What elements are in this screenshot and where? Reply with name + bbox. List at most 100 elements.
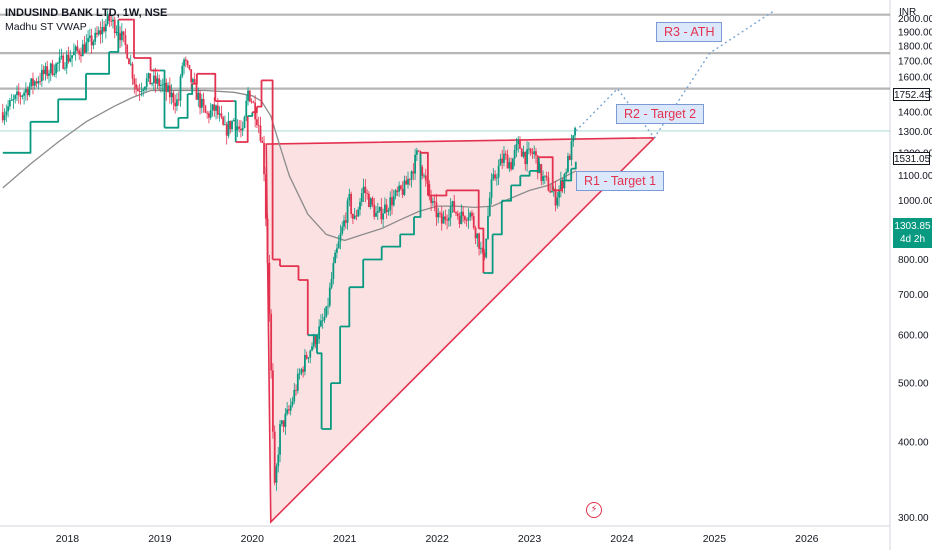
candle-body-61 <box>110 20 113 22</box>
candle-body-206 <box>367 193 370 208</box>
candle-body-30 <box>55 63 57 74</box>
supertrend-segment-43 <box>483 234 494 274</box>
supertrend-segment-3 <box>58 73 87 101</box>
candle-body-193 <box>344 220 347 223</box>
candle-body-241 <box>430 194 433 203</box>
candle-body-113 <box>202 98 205 106</box>
candle-body-196 <box>350 193 353 214</box>
candle-body-289 <box>515 144 518 151</box>
candle-body-200 <box>357 209 360 217</box>
candle-body-126 <box>225 124 228 136</box>
candle-body-6 <box>12 98 15 101</box>
candle-body-186 <box>332 263 335 279</box>
candle-body-156 <box>279 424 281 455</box>
supertrend-segment-41 <box>474 189 480 229</box>
supertrend-segment-19 <box>235 116 249 143</box>
candle-body-207 <box>369 198 372 208</box>
candle-body-49 <box>88 35 91 38</box>
candle-body-70 <box>126 45 129 59</box>
candle-body-119 <box>213 104 216 111</box>
candle-body-94 <box>168 85 171 98</box>
candle-body-68 <box>122 31 125 36</box>
candle-body-72 <box>129 63 132 65</box>
candle-body-82 <box>147 73 150 79</box>
candle-body-38 <box>69 58 72 62</box>
candle-body-172 <box>307 357 310 359</box>
candle-body-0 <box>1 112 4 121</box>
candle-body-69 <box>124 35 127 46</box>
supertrend-segment-37 <box>414 152 422 218</box>
candle-body-293 <box>522 151 525 157</box>
candle-body-299 <box>533 151 536 155</box>
candle-body-184 <box>328 287 331 306</box>
supertrend-segment-20 <box>247 112 254 117</box>
candle-body-42 <box>76 46 79 51</box>
candle-body-153 <box>273 431 276 483</box>
candle-body-257 <box>458 216 461 224</box>
candle-body-24 <box>44 66 47 75</box>
symbol-title: INDUSIND BANK LTD, 1W, NSE <box>5 7 168 19</box>
candle-body-263 <box>469 212 472 218</box>
supertrend-segment-47 <box>520 170 531 177</box>
candle-body-255 <box>455 212 457 214</box>
candle-body-10 <box>19 95 22 97</box>
candle-body-79 <box>142 89 145 91</box>
supertrend-segment-21 <box>252 106 258 114</box>
lightning-icon[interactable]: ⚡ <box>586 502 602 518</box>
candle-body-271 <box>483 252 486 258</box>
candle-body-114 <box>204 105 207 113</box>
candle-body-21 <box>39 81 41 82</box>
candle-body-87 <box>156 78 159 84</box>
candle-body-86 <box>154 75 157 84</box>
candle-body-154 <box>275 466 278 483</box>
candle-body-249 <box>444 216 447 220</box>
candle-body-12 <box>23 92 26 96</box>
candle-body-311 <box>554 188 557 206</box>
current-price-tag: 1303.85 4d 2h <box>893 218 932 248</box>
candle-body-1 <box>3 115 6 121</box>
candle-body-163 <box>291 401 294 406</box>
candle-body-170 <box>304 355 306 372</box>
candle-body-268 <box>478 233 480 249</box>
candle-body-194 <box>346 200 349 223</box>
supertrend-segment-46 <box>511 175 522 187</box>
candle-body-219 <box>391 197 393 206</box>
candle-body-19 <box>35 81 38 84</box>
supertrend-segment-2 <box>30 99 60 123</box>
candle-body-67 <box>120 31 123 41</box>
candle-body-63 <box>113 19 116 34</box>
candle-body-15 <box>28 86 31 96</box>
candle-body-46 <box>83 44 86 53</box>
candle-body-162 <box>289 405 292 411</box>
candle-body-273 <box>487 215 489 239</box>
candle-body-264 <box>471 212 473 217</box>
candle-body-124 <box>222 117 225 125</box>
candle-body-11 <box>21 95 24 97</box>
candle-body-138 <box>247 90 249 101</box>
y-tick-1900: 1900.00 <box>898 27 932 38</box>
candle-body-133 <box>238 126 241 129</box>
candle-body-127 <box>227 120 230 136</box>
candle-body-150 <box>268 262 271 314</box>
candle-body-13 <box>24 88 27 93</box>
supertrend-segment-32 <box>340 287 351 328</box>
candle-body-161 <box>288 409 290 411</box>
candle-body-50 <box>90 35 93 46</box>
candle-body-262 <box>467 217 470 221</box>
candle-body-29 <box>53 73 56 75</box>
candle-body-141 <box>252 101 255 103</box>
y-tick-600: 600.00 <box>898 331 929 342</box>
candle-body-238 <box>424 175 427 181</box>
candle-body-240 <box>428 184 431 195</box>
supertrend-segment-39 <box>427 190 448 197</box>
candle-body-216 <box>385 204 388 212</box>
candle-body-7 <box>14 95 17 99</box>
candle-body-108 <box>193 79 196 83</box>
candle-body-39 <box>71 55 73 59</box>
candle-body-74 <box>133 78 136 85</box>
candle-body-222 <box>396 190 399 192</box>
candle-body-232 <box>414 154 417 174</box>
candle-body-294 <box>524 151 527 165</box>
candle-body-282 <box>503 153 505 163</box>
